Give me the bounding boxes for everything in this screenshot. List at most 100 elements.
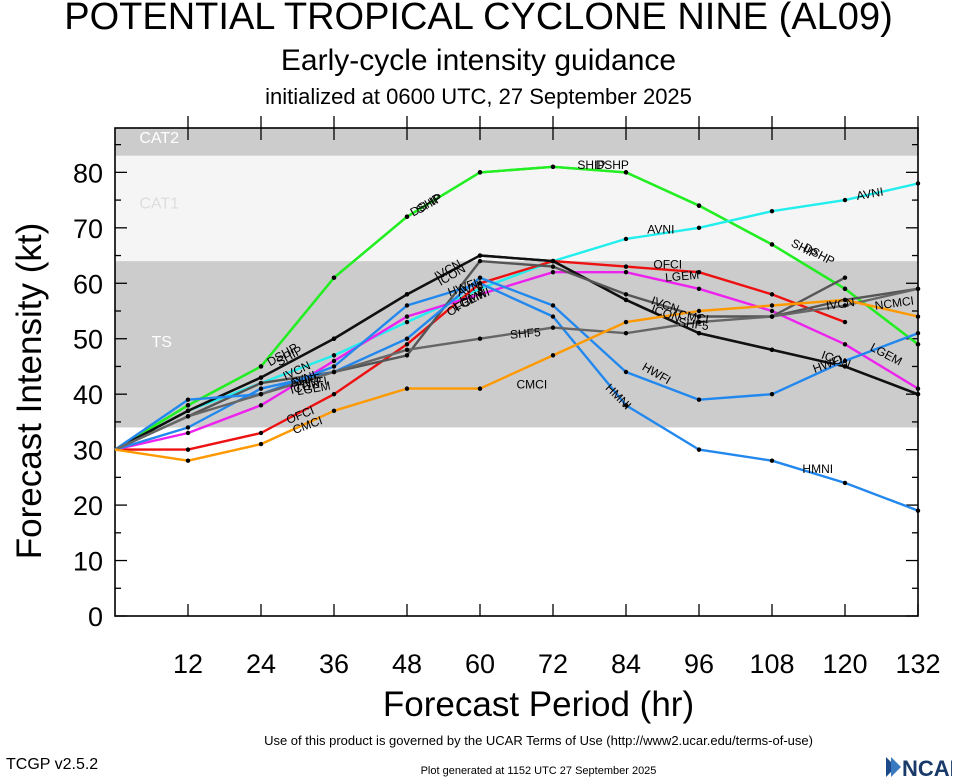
series-point-lgem	[623, 269, 629, 275]
label-cat2: CAT2	[139, 130, 179, 147]
series-point-shf5	[915, 286, 921, 292]
chart-subtitle: Early-cycle intensity guidance	[280, 44, 677, 77]
x-tick-label: 12	[173, 649, 203, 679]
band-ts	[115, 261, 918, 428]
label-shf5: SHF5	[677, 315, 710, 333]
series-point-hmni	[404, 303, 410, 308]
x-tick-label: 108	[749, 649, 794, 679]
series-point-icon	[915, 391, 921, 397]
series-point-ivcn	[550, 264, 556, 269]
series-point-ofci	[331, 391, 337, 397]
series-point-icon	[842, 364, 848, 369]
series-point-ofci	[258, 430, 264, 436]
series-line-shf5	[114, 287, 919, 451]
series-point-lgem	[696, 286, 702, 292]
series-point-hwfi	[404, 336, 410, 341]
x-tick-label: 36	[319, 649, 349, 679]
label-ship: SHIP	[577, 158, 605, 172]
series-line-ncmci	[771, 276, 846, 318]
series-point-hmni	[185, 397, 191, 402]
series-point-shf5	[404, 347, 410, 353]
series-point-ship	[696, 203, 702, 208]
series-point-hmni	[331, 364, 337, 369]
y-tick-label: 0	[88, 602, 103, 632]
series-line-cmci	[114, 298, 919, 462]
label-lgem: LGEM	[296, 379, 332, 399]
series-point-lgem	[915, 386, 921, 391]
series-point-ncmci	[842, 275, 848, 280]
series-point-ship	[404, 214, 410, 219]
label-cat1: CAT1	[139, 195, 179, 212]
x-tick-label: 84	[611, 649, 641, 679]
series-point-ship	[769, 242, 775, 247]
series-point-shf5	[842, 303, 848, 308]
ncar-logo-text: NCAR	[902, 756, 952, 779]
series-point-avni	[915, 181, 921, 186]
series-point-hmni	[842, 480, 848, 486]
series-line-ship	[114, 165, 919, 451]
series-point-hwfi	[842, 358, 848, 364]
series-point-lgem	[769, 308, 775, 314]
series-point-lgem	[331, 358, 337, 364]
series-point-hwfi	[185, 425, 191, 430]
series-point-ivcn	[623, 292, 629, 297]
series-line-hmni	[114, 282, 919, 512]
x-tick-label: 96	[684, 649, 714, 679]
series-point-icon	[477, 253, 483, 258]
series-point-icon	[696, 330, 702, 336]
series-point-avni	[842, 197, 848, 203]
label-hmni: HMNI	[802, 462, 833, 476]
series-point-cmci	[331, 408, 337, 414]
series-point-ship	[258, 364, 264, 369]
plot-generated-text: Plot generated at 1152 UTC 27 September …	[420, 765, 657, 777]
series-point-lgem	[842, 342, 848, 347]
series-point-ship	[915, 342, 921, 347]
series-point-lgem	[550, 269, 556, 275]
series-point-ivcn	[404, 353, 410, 358]
y-tick-label: 20	[73, 491, 103, 521]
series-point-hmni	[623, 403, 629, 408]
series-point-shf5	[769, 314, 775, 319]
series-point-cmci	[477, 386, 483, 391]
series-point-cmci	[258, 441, 264, 447]
series-point-hmni	[769, 458, 775, 463]
label-ivcn: IVCN	[825, 295, 855, 313]
series-point-shf5	[696, 319, 702, 325]
series-line-lgem	[114, 271, 919, 451]
y-tick-label: 80	[73, 158, 103, 188]
version-text: TCGP v2.5.2	[6, 756, 99, 773]
series-point-lgem	[404, 314, 410, 319]
label-ofci: OFCI	[653, 257, 682, 271]
series-point-hwfi	[258, 386, 264, 391]
series-point-lgem	[258, 403, 264, 408]
x-tick-label: 24	[246, 649, 276, 679]
series-point-lgem	[185, 430, 191, 436]
series-point-icon	[185, 408, 191, 414]
series-point-avni	[769, 208, 775, 214]
series-point-avni	[623, 236, 629, 242]
series-point-ivcn	[696, 314, 702, 319]
series-point-shf5	[331, 369, 337, 375]
label-dshp: DSHP	[596, 158, 629, 172]
series-point-ofci	[185, 447, 191, 452]
series-point-ship	[842, 286, 848, 292]
label-ts: TS	[152, 334, 172, 351]
series-point-shf5	[550, 325, 556, 330]
series-point-ship	[623, 170, 629, 175]
series-point-hwfi	[550, 303, 556, 308]
series-point-cmci	[404, 386, 410, 391]
label-shf5: SHF5	[509, 325, 541, 342]
series-point-cmci	[842, 297, 848, 303]
label-shf5: SHF5	[290, 371, 323, 390]
y-tick-label: 60	[73, 269, 103, 299]
y-tick-label: 50	[73, 325, 103, 355]
series-point-avni	[331, 353, 337, 358]
label-ncmci: NCMCI	[874, 294, 915, 313]
series-point-shf5	[185, 414, 191, 419]
plot-frame	[114, 127, 919, 617]
series-point-cmci	[623, 319, 629, 325]
series-point-shf5	[477, 336, 483, 341]
y-tick-label: 70	[73, 214, 103, 244]
series-point-ofci	[696, 269, 702, 275]
series-point-ivcn	[477, 258, 483, 264]
